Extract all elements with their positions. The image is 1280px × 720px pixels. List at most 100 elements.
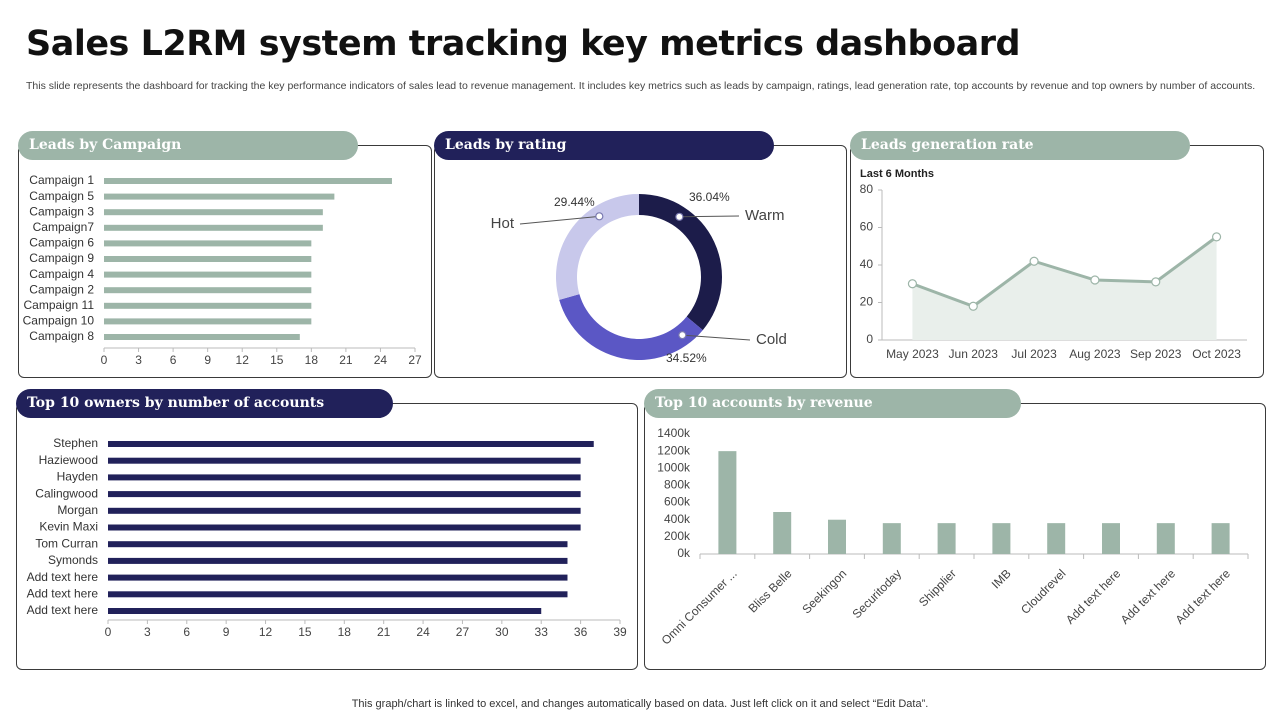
owners-category-label: Add text here — [27, 570, 99, 584]
rating-callout-line — [679, 215, 740, 218]
campaign-category-label: Campaign 3 — [29, 204, 94, 218]
rating-callout-marker — [595, 212, 604, 221]
owners-x-tick-label: 33 — [535, 625, 549, 639]
campaign-category-label: Campaign 10 — [23, 314, 95, 328]
revenue-y-tick-label: 400k — [664, 512, 691, 526]
owners-x-tick-label: 18 — [338, 625, 352, 639]
campaign-x-tick-label: 21 — [339, 353, 353, 367]
owners-bar — [108, 591, 568, 598]
generation-point — [1029, 256, 1039, 266]
campaign-bar — [104, 302, 312, 309]
generation-subtitle: Last 6 Months — [860, 168, 934, 180]
generation-x-tick-label: Oct 2023 — [1192, 347, 1241, 361]
revenue-panel-title: Top 10 accounts by revenue — [644, 389, 1021, 418]
revenue-bar — [1102, 523, 1120, 554]
owners-category-label: Symonds — [48, 553, 98, 567]
rating-value-label: 36.04% — [689, 190, 730, 204]
rating-slice-warm — [639, 194, 722, 331]
campaign-category-label: Campaign 1 — [29, 173, 94, 187]
owners-x-tick-label: 21 — [377, 625, 391, 639]
rating-callout-line — [519, 215, 600, 225]
owners-category-label: Hayden — [57, 470, 98, 484]
owners-category-label: Kevin Maxi — [39, 520, 98, 534]
owners-category-label: Haziewood — [39, 453, 98, 467]
campaign-category-label: Campaign 5 — [29, 189, 94, 203]
owners-bar — [108, 541, 568, 548]
rating-callout-line — [682, 334, 751, 341]
revenue-y-tick-label: 1400k — [657, 426, 691, 440]
revenue-category-label: Securitoday — [849, 566, 904, 621]
revenue-y-tick-label: 1200k — [657, 443, 691, 457]
generation-y-tick-label: 40 — [860, 257, 874, 271]
owners-category-label: Add text here — [27, 603, 99, 617]
revenue-category-label: Cloudrevel — [1018, 566, 1068, 616]
generation-x-tick-label: May 2023 — [886, 347, 939, 361]
campaign-bar — [104, 224, 323, 231]
owners-bar — [108, 574, 568, 581]
revenue-bar — [1156, 523, 1175, 554]
owners-x-tick-label: 6 — [183, 625, 190, 639]
owners-x-tick-label: 15 — [298, 625, 312, 639]
owners-bar — [108, 524, 581, 531]
campaign-category-label: Campaign 9 — [29, 251, 94, 265]
owners-x-tick-label: 36 — [574, 625, 588, 639]
owners-category-label: Morgan — [57, 503, 98, 517]
campaign-category-label: Campaign 2 — [29, 282, 94, 296]
owners-category-label: Calingwood — [35, 486, 98, 500]
campaign-x-tick-label: 27 — [408, 353, 422, 367]
owners-x-tick-label: 9 — [223, 625, 230, 639]
generation-point — [1151, 277, 1161, 287]
owners-category-label: Add text here — [27, 586, 99, 600]
revenue-category-label: Add text here — [1118, 566, 1179, 627]
campaign-x-tick-label: 6 — [170, 353, 177, 367]
revenue-y-tick-label: 800k — [664, 478, 691, 492]
revenue-bar — [1211, 523, 1230, 554]
owners-x-tick-label: 39 — [613, 625, 627, 639]
generation-y-tick-label: 0 — [866, 332, 873, 346]
owners-x-tick-label: 3 — [144, 625, 151, 639]
owners-bar — [108, 441, 594, 447]
campaign-x-tick-label: 3 — [135, 353, 142, 367]
generation-y-tick-label: 60 — [860, 220, 874, 234]
campaign-category-label: Campaign 4 — [29, 267, 94, 281]
campaign-x-tick-label: 18 — [305, 353, 319, 367]
owners-x-tick-label: 27 — [456, 625, 470, 639]
campaign-x-tick-label: 0 — [101, 353, 108, 367]
generation-area — [912, 236, 1217, 340]
rating-callout-marker — [675, 212, 684, 221]
revenue-category-label: Seekingon — [799, 566, 849, 616]
revenue-bar — [718, 451, 737, 554]
campaign-bar — [104, 256, 312, 262]
owners-x-tick-label: 30 — [495, 625, 509, 639]
campaign-bar — [104, 240, 312, 247]
generation-panel-title: Leads generation rate — [850, 131, 1190, 160]
page-title: Sales L2RM system tracking key metrics d… — [26, 24, 1021, 64]
rating-value-label: 29.44% — [554, 195, 595, 209]
campaign-bar — [104, 287, 312, 294]
owners-bar — [108, 507, 581, 514]
revenue-y-tick-label: 600k — [664, 495, 691, 509]
revenue-bar — [992, 523, 1011, 554]
rating-panel-title: Leads by rating — [434, 131, 774, 160]
revenue-y-tick-label: 1000k — [657, 460, 691, 474]
generation-line — [911, 235, 1218, 308]
revenue-y-tick-label: 200k — [664, 529, 691, 543]
owners-chart: 0 3 6 9 12 15 18 21 24 27 30 33 36 39StephenHaziewood… — [27, 436, 627, 639]
campaign-bar — [104, 318, 312, 325]
campaign-bar — [104, 178, 392, 184]
revenue-category-label: Shipplier — [916, 566, 959, 609]
campaign-category-label: Campaign 11 — [24, 298, 95, 312]
revenue-category-label: Add text here — [1063, 566, 1124, 627]
revenue-y-tick-label: 0k — [677, 546, 691, 560]
revenue-category-label: Omni Consumer ... — [659, 566, 740, 647]
generation-y-tick-label: 20 — [860, 295, 874, 309]
generation-point — [968, 301, 978, 311]
revenue-bar — [882, 523, 901, 554]
rating-slice-label: Hot — [491, 215, 515, 232]
owners-category-label: Stephen — [53, 436, 98, 450]
generation-y-tick-label: 80 — [860, 182, 874, 196]
campaign-panel-title: Leads by Campaign — [18, 131, 358, 160]
campaign-bar — [104, 271, 312, 278]
owners-x-tick-label: 24 — [416, 625, 430, 639]
campaign-bar — [104, 334, 300, 340]
